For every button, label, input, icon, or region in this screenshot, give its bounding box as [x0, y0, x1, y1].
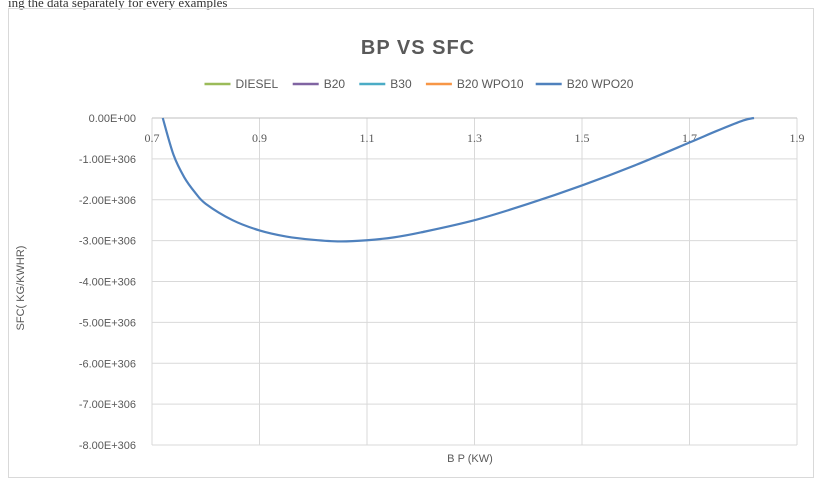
legend-item: B30: [359, 77, 412, 91]
top-caption: ing the data separately for every exampl…: [8, 0, 228, 10]
x-axis-label: B P (KW): [447, 453, 493, 465]
y-tick-label: 0.00E+00: [89, 113, 136, 125]
y-tick-label: -6.00E+306: [79, 358, 136, 370]
y-tick-label: -8.00E+306: [79, 440, 136, 452]
legend-label: B20 WPO20: [567, 77, 634, 91]
chart-frame: [8, 8, 814, 478]
chart-title: BP VS SFC: [361, 37, 475, 59]
legend-label: B20: [324, 77, 346, 91]
x-tick-label: 1.9: [790, 131, 805, 145]
x-tick-label: 1.3: [467, 131, 482, 145]
y-tick-label: -7.00E+306: [79, 399, 136, 411]
y-axis-label: SFC( KG/KWHR): [15, 246, 27, 331]
x-tick-label: 1.1: [360, 131, 375, 145]
y-tick-labels: 0.00E+00 -1.00E+306 -2.00E+306 -3.00E+306 -4…: [79, 113, 136, 452]
y-tick-label: -1.00E+306: [79, 154, 136, 166]
legend-label: B30: [390, 77, 412, 91]
legend-label: DIESEL: [236, 77, 279, 91]
x-tick-label: 0.9: [252, 131, 267, 145]
legend: DIESEL B20 B30 B20 WPO10 B20 WPO20: [204, 77, 634, 91]
legend-item: B20 WPO20: [535, 77, 634, 91]
legend-label: B20 WPO10: [457, 77, 524, 91]
gridlines: [151, 117, 798, 446]
x-tick-labels: 0.7 0.9 1.1 1.3 1.5 1.7 1.9: [145, 131, 805, 145]
legend-item: DIESEL: [204, 77, 279, 91]
y-tick-label: -5.00E+306: [79, 317, 136, 329]
series-lines: [161, 116, 755, 243]
legend-item: B20: [292, 77, 346, 91]
y-tick-label: -3.00E+306: [79, 236, 136, 248]
y-tick-label: -2.00E+306: [79, 195, 136, 207]
y-tick-label: -4.00E+306: [79, 277, 136, 289]
x-tick-label: 1.5: [575, 131, 590, 145]
series-line-b20-wpo20: [161, 116, 755, 243]
x-tick-label: 0.7: [145, 131, 160, 145]
legend-item: B20 WPO10: [425, 77, 524, 91]
